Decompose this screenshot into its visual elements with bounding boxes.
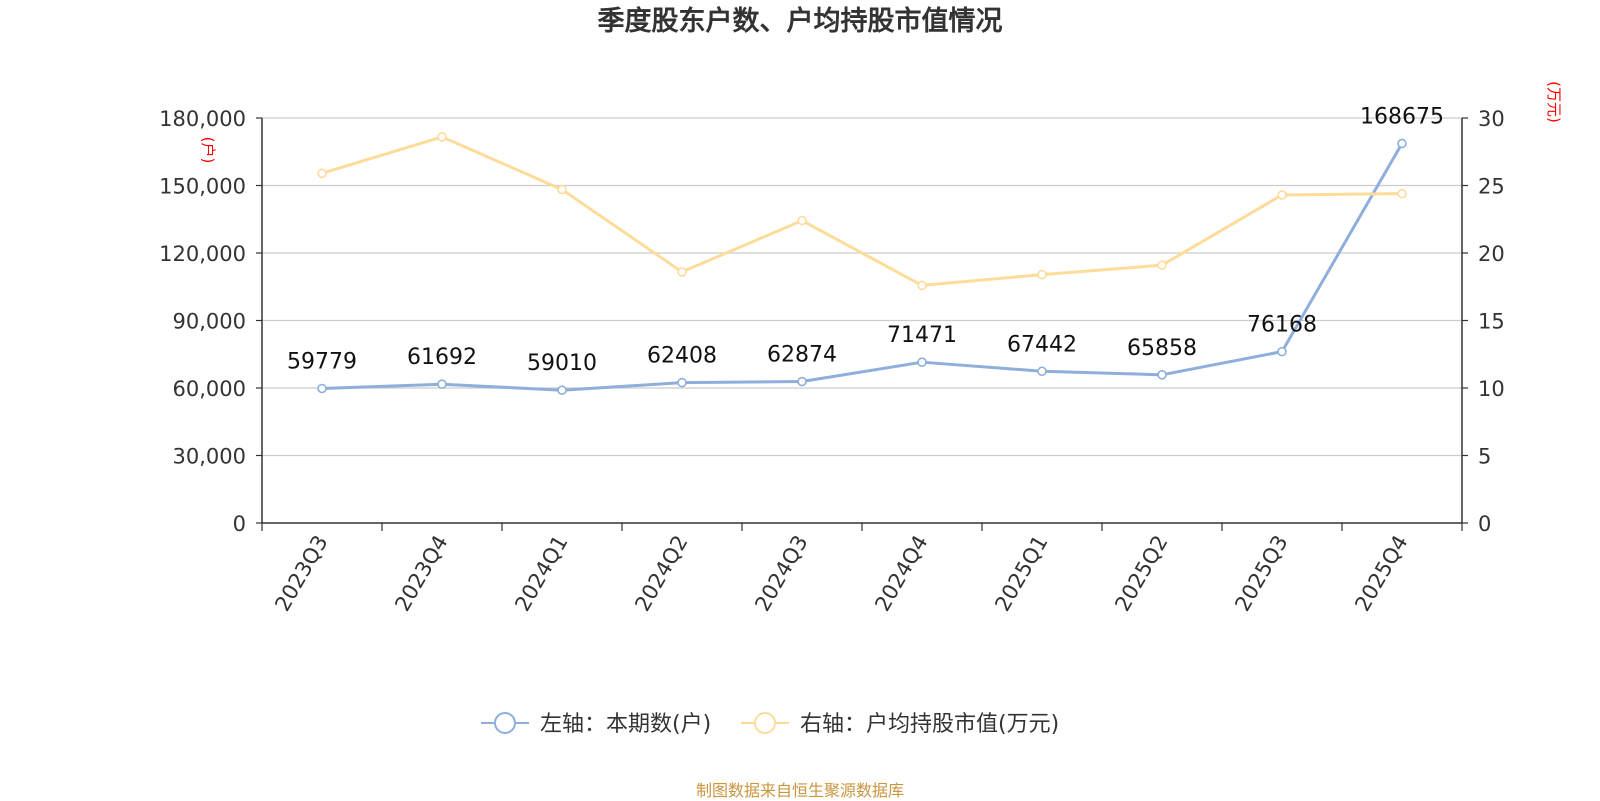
left-series-point [437, 379, 447, 389]
right-series-point [917, 280, 927, 291]
x-tick-label: 2025Q2 [1110, 531, 1172, 615]
right-series-point [1397, 188, 1407, 199]
y-left-tick-label: 60,000 [173, 377, 246, 401]
right-series-point [677, 267, 687, 277]
y-right-tick-label: 30 [1478, 107, 1505, 131]
y-left-unit-label: (户) [199, 137, 217, 164]
data-label: 62408 [647, 344, 717, 369]
x-tick-label: 2025Q3 [1230, 531, 1292, 615]
legend-item-right-series[interactable]: 右轴：户均持股市值(万元) [741, 712, 1059, 737]
left-series-point [797, 376, 807, 387]
right-series-point [557, 184, 567, 195]
y-left-tick-label: 120,000 [159, 242, 246, 266]
y-left-tick-label: 150,000 [159, 175, 246, 199]
x-tick-label: 2024Q2 [630, 531, 692, 615]
y-right-tick-label: 20 [1478, 242, 1505, 266]
left-series-point [677, 377, 687, 388]
y-left-tick-label: 90,000 [173, 310, 246, 334]
right-series-point [797, 215, 807, 226]
y-right-tick-label: 25 [1478, 175, 1505, 199]
data-label: 71471 [887, 323, 957, 348]
y-right-tick-label: 5 [1478, 445, 1491, 469]
right-series-line [321, 135, 1403, 287]
data-label: 65858 [1127, 336, 1197, 361]
legend-right-series-label: 右轴：户均持股市值(万元) [800, 712, 1059, 737]
x-tick-label: 2025Q1 [990, 531, 1052, 615]
data-label: 59010 [527, 351, 597, 376]
y-right-tick-label: 0 [1478, 512, 1491, 536]
legend-left-series-circle-icon [494, 712, 516, 734]
legend-right-series-circle-icon [754, 712, 776, 734]
y-left-tick-label: 180,000 [159, 107, 246, 131]
left-series-point [1397, 138, 1407, 149]
legend-left-series-label: 左轴：本期数(户) [540, 712, 711, 737]
x-tick-label: 2023Q4 [390, 531, 452, 615]
axis-unit-labels: (户) (万元) [199, 81, 1563, 163]
data-label: 59779 [287, 349, 357, 374]
data-label: 76168 [1247, 313, 1317, 338]
left-series-point [917, 357, 927, 367]
left-series-line [321, 142, 1404, 392]
y-left-tick-label: 30,000 [173, 445, 246, 469]
left-series-point [1157, 370, 1167, 380]
grid-lines [262, 117, 1462, 457]
right-series-point [1157, 260, 1167, 270]
data-label: 61692 [407, 345, 477, 370]
y-left-tick-label: 0 [233, 512, 246, 536]
data-labels: 59779 61692 59010 62408 62874 71471 67442 65858… [287, 104, 1444, 376]
chart-title: 季度股东户数、户均持股市值情况 [597, 6, 1003, 37]
x-tick-label: 2024Q3 [750, 531, 812, 615]
data-label: 62874 [767, 343, 837, 368]
right-series-point [317, 168, 327, 179]
x-tick-label: 2024Q1 [510, 531, 572, 615]
left-series-point [1037, 366, 1047, 377]
right-series-point [1037, 269, 1047, 280]
right-series-point [1277, 190, 1287, 200]
y-right-tick-label: 10 [1478, 377, 1505, 401]
data-label: 67442 [1007, 332, 1077, 357]
right-series-point [437, 132, 447, 142]
data-label: 168675 [1360, 104, 1444, 129]
legend[interactable]: 左轴：本期数(户) 右轴：户均持股市值(万元) [481, 712, 1059, 737]
source-note: 制图数据来自恒生聚源数据库 [695, 781, 904, 800]
x-tick-label: 2024Q4 [870, 531, 932, 615]
left-series-point [317, 383, 327, 394]
left-series-point [1277, 346, 1287, 357]
legend-item-left-series[interactable]: 左轴：本期数(户) [481, 712, 711, 737]
x-tick-label: 2023Q3 [270, 531, 332, 615]
y-right-tick-label: 15 [1478, 310, 1505, 334]
y-right-unit-label: (万元) [1545, 81, 1563, 123]
x-tick-label: 2025Q4 [1350, 531, 1412, 615]
series-lines [317, 132, 1407, 396]
left-series-point [557, 385, 567, 396]
